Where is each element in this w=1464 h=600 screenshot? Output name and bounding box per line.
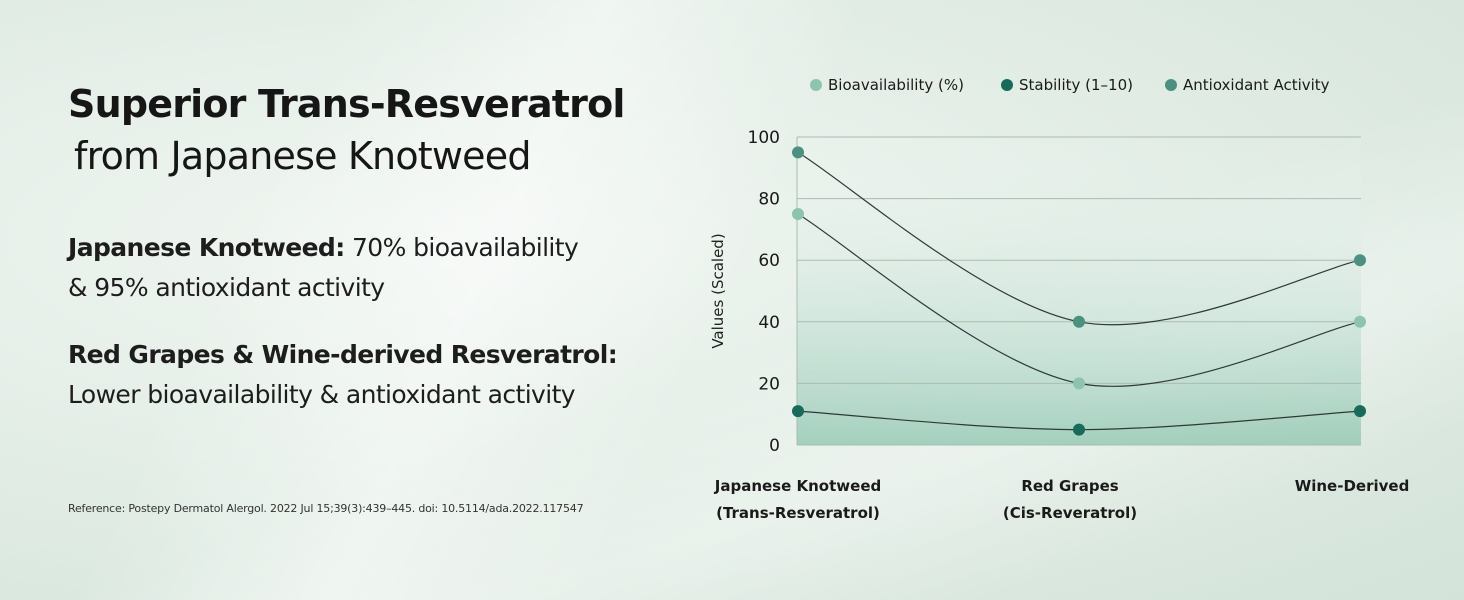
knotweed-point: Japanese Knotweed: 70% bioavailability &… — [68, 228, 579, 308]
knotweed-point-line2: & 95% antioxidant activity — [68, 273, 385, 302]
legend-label: Stability (1–10) — [1019, 76, 1133, 94]
data-point — [1073, 423, 1085, 436]
data-point — [792, 208, 804, 220]
data-point — [1073, 315, 1085, 328]
text-panel: Superior Trans-Resveratrol from Japanese… — [68, 78, 688, 409]
y-tick-label: 80 — [758, 190, 780, 210]
x-category-label: Wine-Derived — [1295, 477, 1410, 495]
data-point — [1354, 315, 1366, 328]
series-points — [792, 146, 1366, 436]
x-category-label: Red Grapes — [1021, 477, 1118, 495]
x-category-label: (Cis-Reveratrol) — [1003, 504, 1137, 522]
y-tick-labels: 0 20 40 60 80 100 — [748, 128, 780, 456]
plot-area — [797, 137, 1361, 445]
legend: Bioavailability (%) Stability (1–10) Antio… — [810, 76, 1330, 94]
x-category-label: Japanese Knotweed — [714, 477, 881, 495]
legend-label: Antioxidant Activity — [1183, 76, 1330, 94]
y-tick-label: 0 — [769, 436, 780, 456]
title-line-2: from Japanese Knotweed — [74, 134, 531, 178]
y-tick-label: 20 — [758, 374, 780, 394]
knotweed-point-label: Japanese Knotweed: — [68, 233, 345, 262]
reference-citation: Reference: Postepy Dermatol Alergol. 202… — [68, 502, 584, 515]
data-point — [1354, 405, 1366, 418]
x-category-label: (Trans-Resveratrol) — [716, 504, 880, 522]
legend-swatch — [1001, 79, 1013, 91]
legend-swatch — [810, 79, 822, 91]
page-title: Superior Trans-Resveratrol from Japanese… — [68, 78, 688, 182]
y-tick-label: 100 — [748, 128, 780, 148]
knotweed-point-text: 70% bioavailability — [344, 233, 579, 262]
y-axis-label: Values (Scaled) — [709, 233, 727, 348]
title-line-1: Superior Trans-Resveratrol — [68, 82, 625, 126]
x-category-labels: Japanese Knotweed (Trans-Resveratrol) Red … — [714, 477, 1410, 522]
legend-swatch — [1165, 79, 1177, 91]
data-point — [1073, 377, 1085, 390]
grapes-point: Red Grapes & Wine-derived Resveratrol: L… — [68, 335, 618, 415]
legend-label: Bioavailability (%) — [828, 76, 964, 94]
data-point — [1354, 254, 1366, 267]
grapes-point-label: Red Grapes & Wine-derived Resveratrol: — [68, 340, 618, 369]
data-point — [792, 146, 804, 159]
y-tick-label: 60 — [758, 251, 780, 271]
data-point — [792, 405, 804, 418]
grapes-point-line2: Lower bioavailability & antioxidant acti… — [68, 380, 576, 409]
y-tick-label: 40 — [758, 313, 780, 333]
